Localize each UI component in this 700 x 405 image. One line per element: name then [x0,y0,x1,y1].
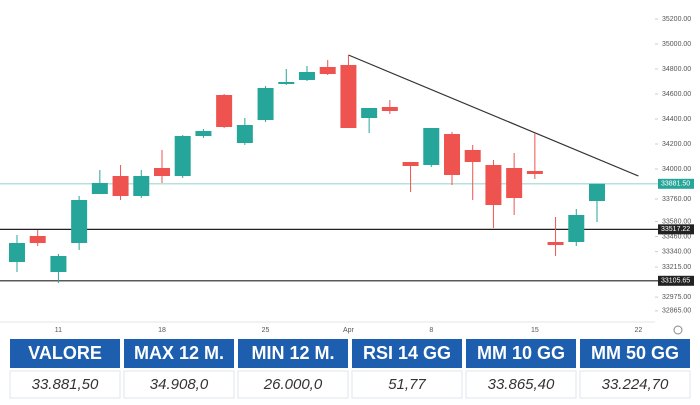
candle-body [568,215,585,242]
x-tick-label: 11 [55,327,62,334]
value-cell [579,370,691,399]
value-text: 33.881,50 [32,376,99,393]
candle-body [71,200,88,243]
x-tick-label: 8 [429,327,433,334]
price-label-box [658,178,694,189]
candle-body [402,162,419,166]
y-tick-label: 33215.00 [662,264,691,271]
header-text: RSI 14 GG [363,343,451,363]
value-cell [123,370,235,399]
header-text: MAX 12 M. [134,343,224,363]
value-text: 34.908,0 [150,376,209,393]
value-cell [351,370,463,399]
x-tick-label: 15 [531,327,539,334]
candle-body [547,242,564,245]
candle-body [278,82,295,84]
x-tick-label: 18 [158,327,166,334]
price-label: 33517.22 [661,226,690,233]
trend-line [348,54,639,177]
candle-body [133,176,150,196]
settings-icon[interactable] [673,325,683,335]
candle-body [216,95,233,127]
candle-body [195,131,212,136]
value-text: 33.865,40 [488,376,555,393]
candle-body [236,125,253,143]
value-text: 51,77 [388,376,426,393]
header-cell [466,339,576,368]
value-cell [465,370,577,399]
y-tick-label: 34600.00 [662,91,691,98]
price-label: 33881.50 [661,181,690,188]
candle-body [8,243,25,262]
value-cell [9,370,121,399]
header-text: MM 10 GG [477,343,565,363]
candle-body [506,168,523,198]
value-cell [237,370,349,399]
candle-body [361,108,378,118]
y-tick-label: 33760.00 [662,196,691,203]
header-cell [580,339,690,368]
candle-body [50,256,67,272]
header-cell [124,339,234,368]
candle-body [91,183,108,194]
y-tick-label: 32865.00 [662,308,691,315]
candle-body [588,183,605,201]
candle-body [153,168,170,176]
header-cell [352,339,462,368]
y-tick-label: 35200.00 [662,16,691,23]
candle-body [423,128,440,165]
y-tick-label: 33460.00 [662,233,691,240]
header-text: MIN 12 M. [251,343,334,363]
price-label: 33105.65 [661,278,690,285]
y-tick-label: 34000.00 [662,166,691,173]
candle-body [298,72,315,80]
x-tick-label: 25 [262,327,270,334]
y-tick-label: 33580.00 [662,218,691,225]
candle-body [443,134,460,175]
y-tick-label: 34400.00 [662,116,691,123]
price-label-box [658,275,694,286]
candle-body [464,150,481,162]
price-label-box [658,224,694,235]
x-tick-label: 22 [635,327,643,334]
candle-body [526,171,543,174]
y-tick-label: 34800.00 [662,66,691,73]
candle-body [257,88,274,120]
y-tick-label: 35000.00 [662,41,691,48]
header-text: VALORE [28,343,102,363]
x-tick-label: Apr [343,327,355,334]
candle-body [381,107,398,111]
header-text: MM 50 GG [591,343,679,363]
y-tick-label: 34200.00 [662,141,691,148]
candle-body [174,136,191,176]
header-cell [10,339,120,368]
value-text: 33.224,70 [602,376,669,393]
value-text: 26.000,0 [263,376,323,393]
candle-body [112,176,129,196]
candle-body [29,236,46,243]
y-tick-label: 32975.00 [662,294,691,301]
y-tick-label: 33340.00 [662,248,691,255]
candle-body [485,165,502,205]
header-cell [238,339,348,368]
candle-body [340,65,357,128]
candle-body [319,67,336,74]
